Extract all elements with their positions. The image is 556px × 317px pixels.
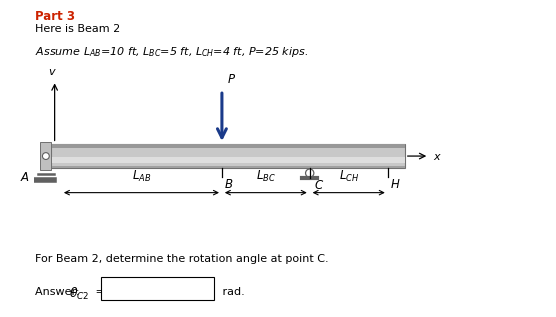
Text: Assume $L_{AB}$=10 ft, $L_{BC}$=5 ft, $L_{CH}$=4 ft, $P$=25 kips.: Assume $L_{AB}$=10 ft, $L_{BC}$=5 ft, $L… [35,45,309,59]
Text: $P$: $P$ [227,73,236,86]
Text: rad.: rad. [219,287,244,297]
Text: $\theta_{C2}$: $\theta_{C2}$ [70,286,90,302]
Text: $L_{BC}$: $L_{BC}$ [256,169,276,184]
Circle shape [306,169,314,177]
Bar [51,144,405,148]
Text: $v$: $v$ [48,67,57,77]
Text: $A$: $A$ [20,171,30,184]
Text: For Beam 2, determine the rotation angle at point C.: For Beam 2, determine the rotation angle… [35,254,329,264]
Bar [51,166,405,168]
Text: Answer:: Answer: [35,287,83,297]
Bar [51,157,405,163]
Text: Here is Beam 2: Here is Beam 2 [35,24,121,34]
Bar [41,142,51,170]
Text: $L_{AB}$: $L_{AB}$ [132,169,151,184]
FancyBboxPatch shape [101,277,214,301]
Text: $L_{CH}$: $L_{CH}$ [339,169,359,184]
Text: Part 3: Part 3 [35,10,75,23]
Text: $H$: $H$ [390,178,401,191]
Text: $x$: $x$ [433,152,441,162]
Bar [51,144,405,168]
Text: $B$: $B$ [225,178,234,191]
Circle shape [42,153,49,159]
Text: =: = [92,287,105,297]
Text: $C$: $C$ [314,179,324,192]
